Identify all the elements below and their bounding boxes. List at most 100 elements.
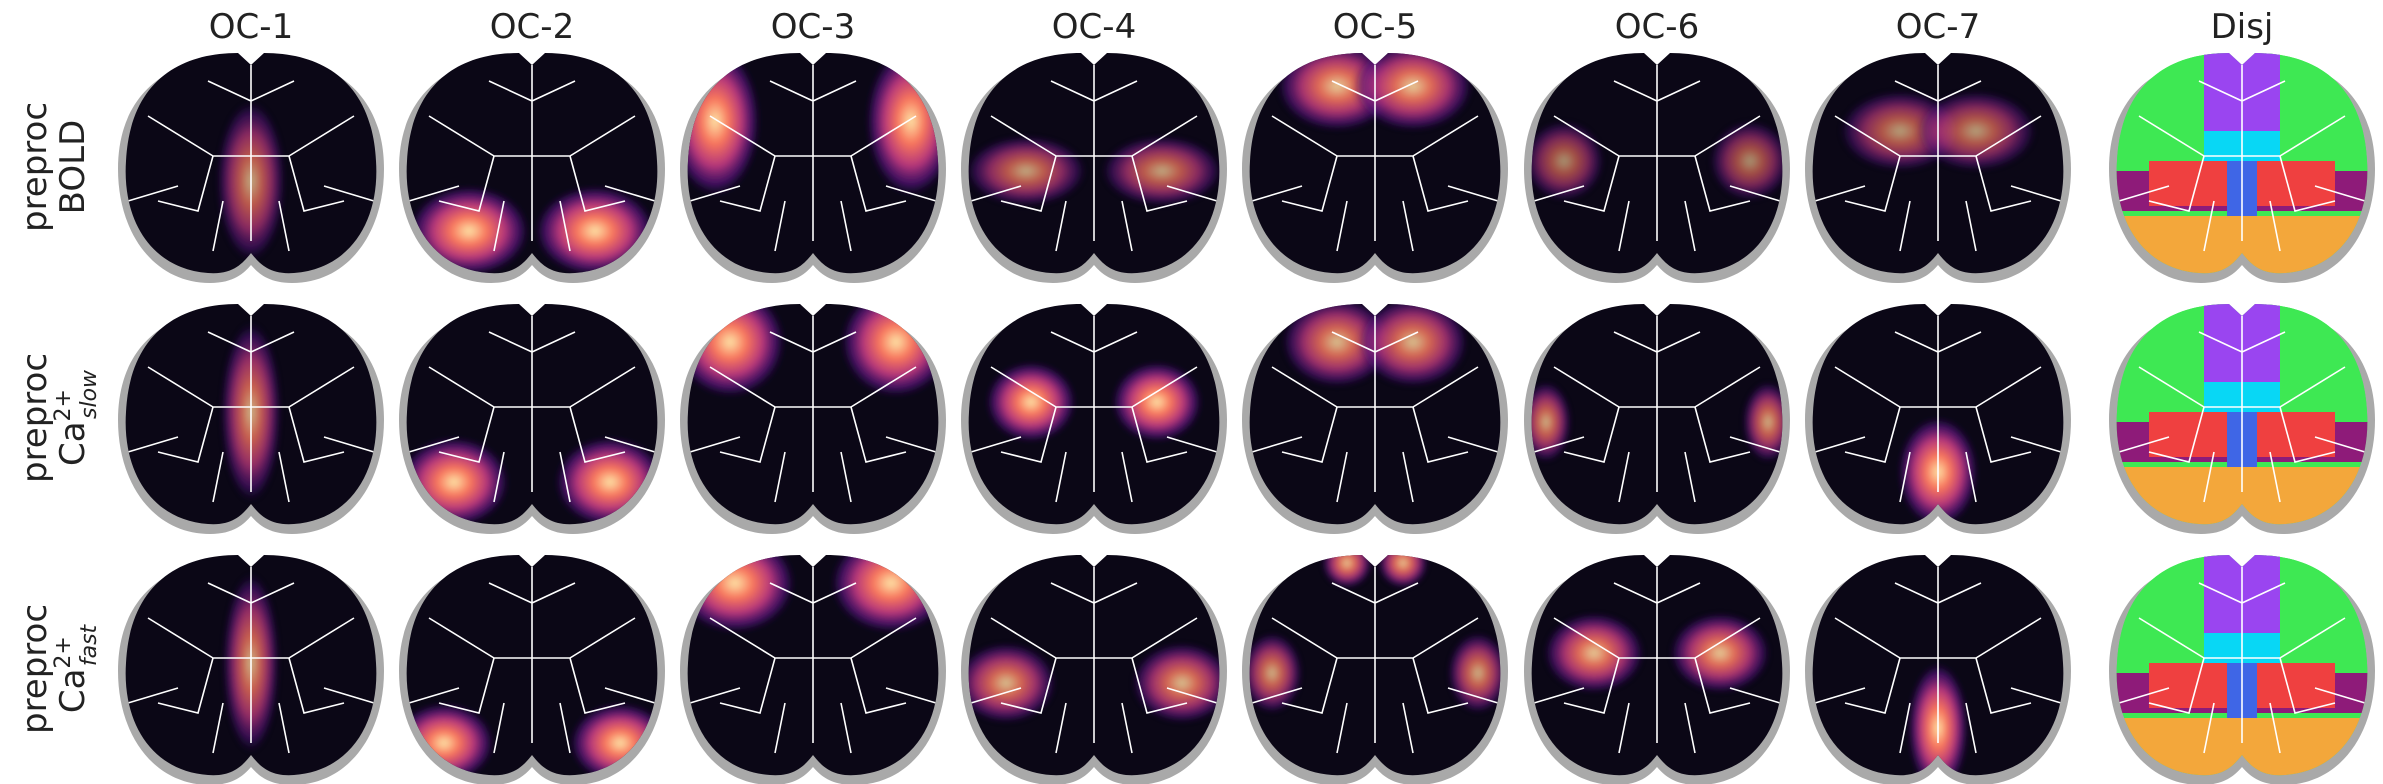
brain-map — [1242, 555, 1508, 784]
column-title: OC-6 — [1615, 7, 1699, 47]
area-borders — [127, 65, 375, 252]
row-label-line: Ca2+fast — [51, 623, 102, 713]
brain-map — [961, 304, 1227, 534]
area-borders — [2118, 65, 2366, 252]
brain-map — [2109, 53, 2375, 283]
activation — [1282, 304, 1392, 387]
brain-map — [1242, 304, 1508, 534]
ion: Ca — [53, 421, 93, 466]
activation — [409, 186, 529, 274]
column-title: OC-2 — [490, 7, 574, 47]
area-borders — [1814, 316, 2062, 503]
superscript: 2+ — [51, 636, 76, 668]
activation — [1358, 304, 1468, 387]
subscript: slow — [77, 369, 102, 419]
brain-map — [118, 555, 384, 784]
brain-map — [399, 53, 665, 283]
activation — [968, 136, 1086, 206]
brain-map — [2109, 304, 2375, 534]
activation — [1710, 121, 1783, 201]
column-title: OC-7 — [1896, 7, 1980, 47]
brain-map — [961, 555, 1227, 784]
column-title: OC-4 — [1052, 7, 1136, 47]
brain-map — [399, 304, 665, 534]
area-borders — [689, 567, 937, 754]
map-layer — [1282, 304, 1468, 387]
brain-map — [2109, 555, 2375, 784]
column-title: OC-3 — [771, 7, 855, 47]
column-title: OC-1 — [209, 7, 293, 47]
area-borders — [2118, 316, 2366, 503]
activation — [1916, 91, 2036, 171]
brain-map — [1524, 555, 1790, 784]
activation — [1322, 555, 1372, 588]
brain-map — [1524, 53, 1790, 283]
brain-map — [118, 304, 384, 534]
area-borders — [127, 316, 375, 503]
activation — [1670, 613, 1770, 693]
activation — [535, 186, 655, 274]
brain-map — [680, 304, 946, 534]
activation — [1102, 136, 1220, 206]
area-borders — [2118, 567, 2366, 754]
activation — [1132, 643, 1220, 723]
area-borders — [689, 316, 937, 503]
area-borders — [1814, 567, 2062, 754]
area-borders — [408, 567, 656, 754]
area-borders — [127, 567, 375, 754]
area-borders — [970, 316, 1218, 503]
activation — [1353, 53, 1473, 131]
area-borders — [1251, 65, 1499, 252]
activation — [1531, 121, 1604, 201]
area-borders — [1533, 316, 1781, 503]
area-borders — [1533, 567, 1781, 754]
brain-map — [1524, 304, 1790, 534]
brain-map — [961, 53, 1227, 283]
activation — [1544, 613, 1644, 693]
map-layer — [968, 136, 1220, 206]
row-label-line: Ca2+slow — [51, 369, 102, 466]
area-borders — [1251, 316, 1499, 503]
column-title: OC-5 — [1333, 7, 1417, 47]
activation — [968, 643, 1056, 723]
map-layer — [1840, 91, 2036, 171]
map-layer — [1531, 121, 1783, 201]
brain-map — [680, 555, 946, 784]
activation — [1743, 382, 1783, 462]
column-title: Disj — [2211, 7, 2274, 47]
area-borders — [1533, 65, 1781, 252]
subscript: fast — [77, 623, 102, 666]
area-borders — [970, 567, 1218, 754]
activation — [986, 362, 1076, 442]
brain-map — [1242, 53, 1508, 283]
map-layer — [1531, 382, 1783, 462]
area-borders — [1814, 65, 2062, 252]
activation — [1112, 362, 1202, 442]
activation — [1531, 382, 1571, 462]
brain-map — [1805, 304, 2071, 534]
activation — [1378, 555, 1428, 588]
brain-map — [399, 555, 665, 784]
area-borders — [1251, 567, 1499, 754]
map-layer — [1249, 555, 1501, 713]
brain-map — [1805, 53, 2071, 283]
map-layer — [1544, 613, 1770, 693]
map-layer — [986, 362, 1202, 442]
row-label-line: preproc — [15, 353, 55, 483]
brain-map — [680, 53, 946, 283]
row-label-line: preproc — [15, 604, 55, 734]
area-borders — [689, 65, 937, 252]
area-borders — [408, 65, 656, 252]
area-borders — [408, 316, 656, 503]
superscript: 2+ — [51, 389, 76, 421]
ion: Ca — [53, 669, 93, 714]
area-borders — [970, 65, 1218, 252]
row-label-line: BOLD — [53, 120, 93, 215]
brain-map — [1805, 555, 2071, 784]
row-label-line: preproc — [15, 102, 55, 232]
brain-map — [118, 53, 384, 283]
